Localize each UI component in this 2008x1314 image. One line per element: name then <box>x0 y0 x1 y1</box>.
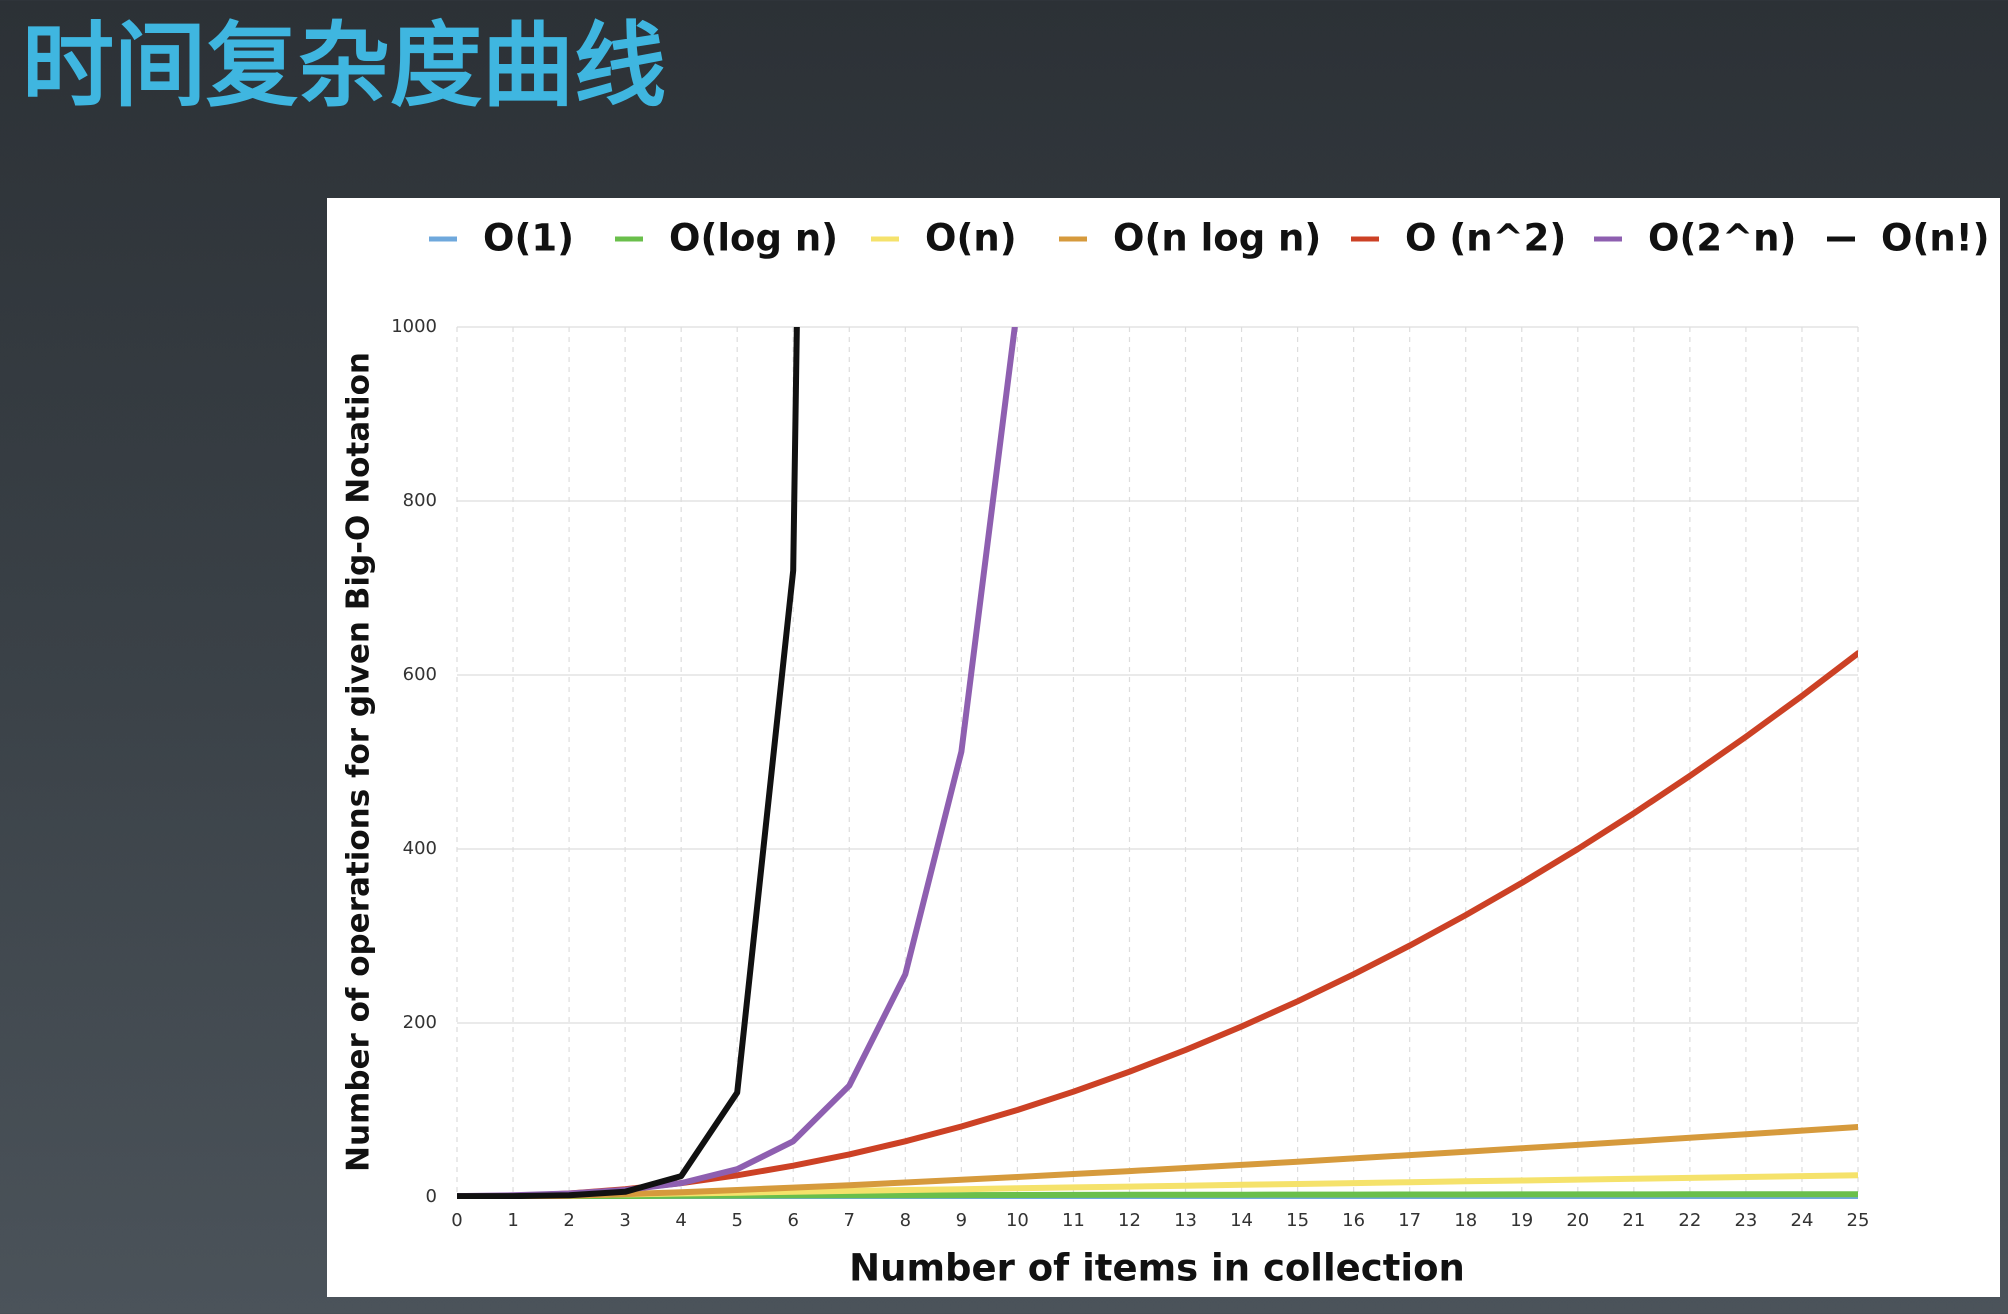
y-tick-label: 200 <box>403 1012 437 1033</box>
x-tick-label: 12 <box>1118 1210 1141 1231</box>
x-tick-label: 21 <box>1622 1210 1645 1231</box>
y-tick-label: 400 <box>403 838 437 859</box>
legend-label: O(log n) <box>669 217 838 260</box>
x-tick-label: 11 <box>1062 1210 1085 1231</box>
x-tick-label: 1 <box>507 1210 518 1231</box>
legend-label: O(2^n) <box>1648 217 1796 260</box>
x-tick-label: 15 <box>1286 1210 1309 1231</box>
x-tick-label: 24 <box>1791 1210 1814 1231</box>
y-tick-label: 600 <box>403 664 437 685</box>
legend-label: O(1) <box>483 217 574 260</box>
legend-label: O(n log n) <box>1113 217 1321 260</box>
x-tick-label: 14 <box>1230 1210 1253 1231</box>
x-tick-label: 10 <box>1006 1210 1029 1231</box>
x-tick-label: 25 <box>1847 1210 1870 1231</box>
legend-label: O (n^2) <box>1405 217 1566 260</box>
legend-label: O(n) <box>925 217 1017 260</box>
chart-panel <box>327 198 2000 1297</box>
x-tick-label: 8 <box>900 1210 911 1231</box>
y-tick-label: 800 <box>403 490 437 511</box>
x-tick-label: 20 <box>1566 1210 1589 1231</box>
x-tick-label: 23 <box>1734 1210 1757 1231</box>
x-tick-label: 13 <box>1174 1210 1197 1231</box>
series-line <box>457 1124 1858 1199</box>
x-tick-label: 2 <box>563 1210 574 1231</box>
y-tick-label: 0 <box>426 1186 437 1207</box>
x-tick-label: 16 <box>1342 1210 1365 1231</box>
legend-label: O(n!) <box>1881 217 1990 260</box>
x-axis-label: Number of items in collection <box>849 1247 1465 1290</box>
slide-title: 时间复杂度曲线 <box>22 12 666 119</box>
y-tick-label: 1000 <box>391 316 437 337</box>
x-tick-label: 6 <box>788 1210 799 1231</box>
x-tick-label: 22 <box>1678 1210 1701 1231</box>
x-tick-label: 0 <box>451 1210 462 1231</box>
x-tick-label: 19 <box>1510 1210 1533 1231</box>
x-tick-label: 5 <box>731 1210 742 1231</box>
x-tick-label: 17 <box>1398 1210 1421 1231</box>
x-tick-label: 18 <box>1454 1210 1477 1231</box>
plot-lines <box>457 327 1858 1199</box>
x-tick-label: 4 <box>675 1210 686 1231</box>
y-axis-label: Number of operations for given Big-O Not… <box>341 352 377 1172</box>
x-tick-label: 9 <box>956 1210 967 1231</box>
series-line <box>457 327 800 1199</box>
x-tick-label: 7 <box>844 1210 855 1231</box>
x-tick-label: 3 <box>619 1210 630 1231</box>
